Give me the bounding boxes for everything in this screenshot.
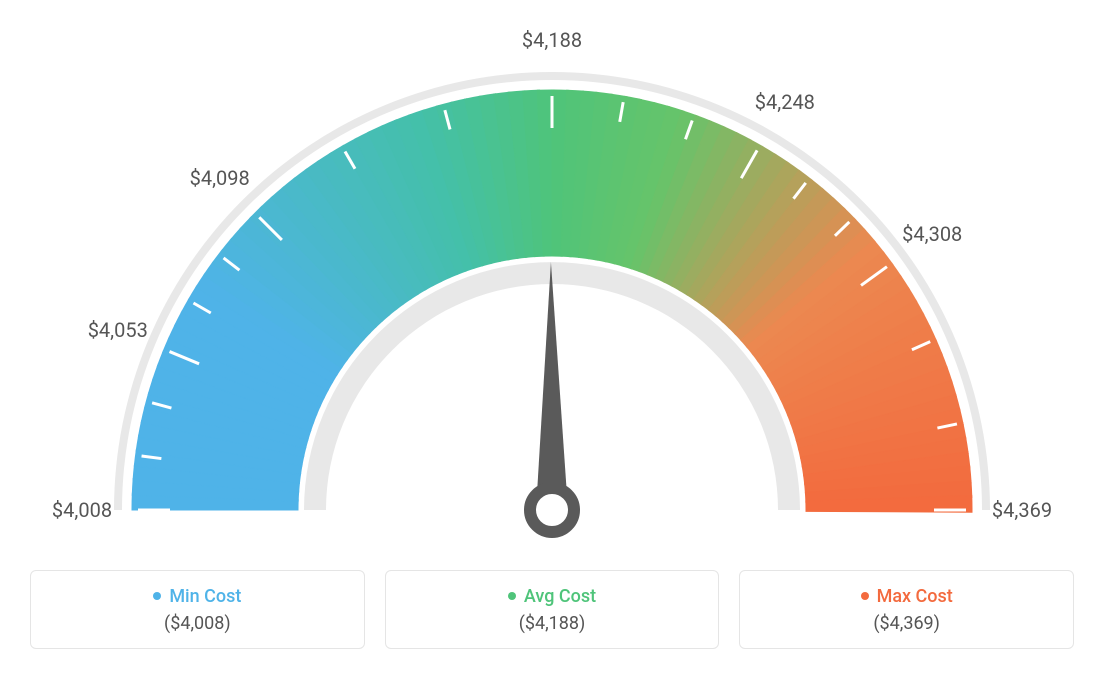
gauge-needle bbox=[536, 262, 568, 510]
legend-value: ($4,188) bbox=[396, 613, 709, 634]
gauge-tick-label: $4,188 bbox=[522, 28, 582, 52]
legend-label: Max Cost bbox=[861, 586, 953, 607]
legend-dot-icon bbox=[153, 592, 161, 600]
gauge-tick-label: $4,308 bbox=[902, 222, 962, 246]
gauge-tick-label: $4,248 bbox=[755, 90, 815, 114]
legend-row: Min Cost ($4,008) Avg Cost ($4,188) Max Cost… bbox=[0, 570, 1104, 649]
legend-dot-icon bbox=[508, 592, 516, 600]
legend-label-text: Min Cost bbox=[169, 586, 241, 607]
gauge-needle-base bbox=[530, 488, 574, 532]
legend-card: Min Cost ($4,008) bbox=[30, 570, 365, 649]
gauge-tick-label: $4,008 bbox=[52, 498, 112, 522]
legend-label: Min Cost bbox=[153, 586, 241, 607]
chart-container: $4,008 $4,053 $4,098 $4,188 $4,248 $4,308 $4,3… bbox=[0, 0, 1104, 690]
legend-label-text: Avg Cost bbox=[524, 586, 596, 607]
legend-value: ($4,008) bbox=[41, 613, 354, 634]
gauge-tick-label: $4,053 bbox=[88, 318, 148, 342]
legend-label-text: Max Cost bbox=[877, 586, 953, 607]
legend-card: Avg Cost ($4,188) bbox=[385, 570, 720, 649]
legend-card: Max Cost ($4,369) bbox=[739, 570, 1074, 649]
legend-value: ($4,369) bbox=[750, 613, 1063, 634]
gauge-svg bbox=[0, 0, 1104, 570]
gauge-tick-label: $4,369 bbox=[992, 498, 1052, 522]
gauge-area: $4,008 $4,053 $4,098 $4,188 $4,248 $4,308 $4,3… bbox=[0, 0, 1104, 570]
legend-label: Avg Cost bbox=[508, 586, 596, 607]
legend-dot-icon bbox=[861, 592, 869, 600]
gauge-tick-label: $4,098 bbox=[190, 166, 250, 190]
